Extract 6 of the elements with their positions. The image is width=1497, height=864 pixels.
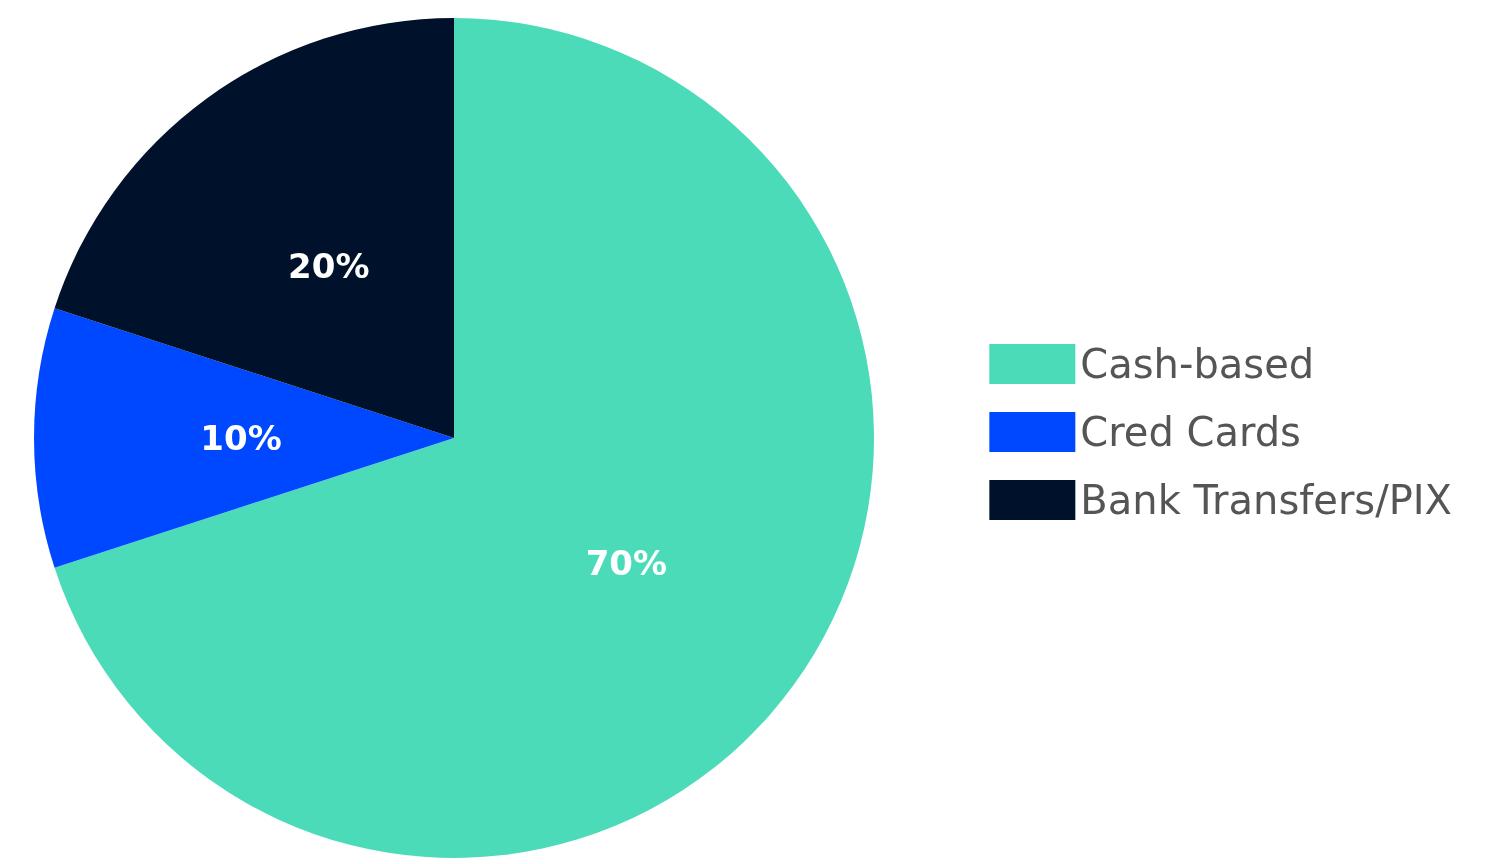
data-label: 10% xyxy=(200,418,282,458)
data-label: 70% xyxy=(585,543,668,584)
legend-label: Cred Cards xyxy=(1080,409,1301,455)
legend-label: Bank Transfers/PIX xyxy=(1080,477,1453,523)
data-label: 20% xyxy=(288,245,370,286)
legend-label: Cash-based xyxy=(1080,341,1315,387)
